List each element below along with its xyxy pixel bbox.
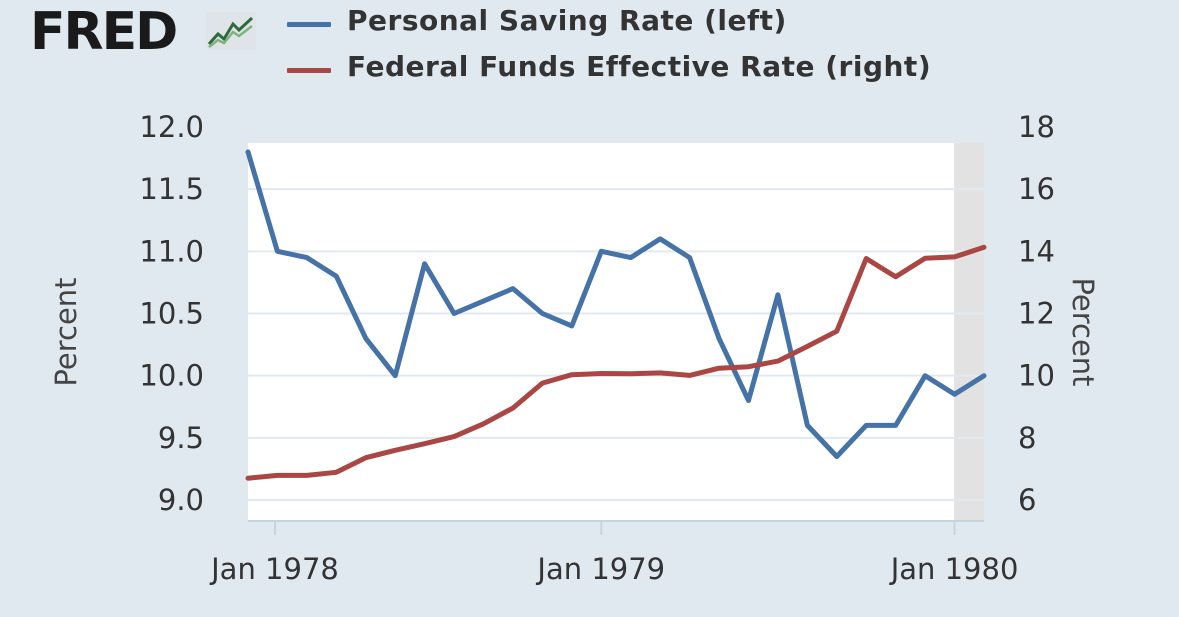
chart-header: FRED Personal Saving Rate (left) Federal… [0,0,1179,110]
fred-logo[interactable]: FRED [30,2,178,62]
series-lines [245,149,987,481]
series-line-fed-funds [245,244,987,481]
y-axis-right: 6 8 10 12 14 16 18 [1018,110,1055,517]
y-left-tick-label: 9.0 [158,483,204,517]
x-tick-label: Jan 1980 [889,552,1019,586]
y-axis-left-label: Percent [49,277,83,386]
y-left-tick-label: 11.0 [139,234,204,268]
series-line-saving-rate [245,149,987,459]
y-axis-left: 9.0 9.5 10.0 10.5 11.0 11.5 12.0 [139,110,204,517]
legend-swatch [287,22,331,27]
y-right-tick-label: 10 [1018,359,1055,393]
y-right-tick-label: 16 [1018,172,1055,206]
legend-label: Federal Funds Effective Rate (right) [347,50,932,83]
y-left-tick-label: 9.5 [158,421,204,455]
x-tick-label: Jan 1979 [535,552,665,586]
x-ticks: Jan 1978 Jan 1979 Jan 1980 [209,521,1018,586]
recession-shading [954,143,984,521]
plot-area [248,143,984,521]
y-left-tick-label: 12.0 [139,110,204,144]
y-left-tick-label: 10.5 [139,297,204,331]
y-right-tick-label: 12 [1018,297,1055,331]
legend-label: Personal Saving Rate (left) [347,4,787,37]
y-left-tick-label: 10.0 [139,359,204,393]
y-axis-right-label: Percent [1066,277,1100,386]
y-right-tick-label: 14 [1018,234,1055,268]
y-right-tick-label: 8 [1018,421,1036,455]
grid-lines [248,188,984,501]
x-tick-label: Jan 1978 [209,552,339,586]
y-right-tick-label: 18 [1018,110,1055,144]
legend-swatch [287,68,331,73]
y-right-tick-label: 6 [1018,483,1036,517]
y-left-tick-label: 11.5 [139,172,204,206]
fred-chart-icon [206,12,256,50]
